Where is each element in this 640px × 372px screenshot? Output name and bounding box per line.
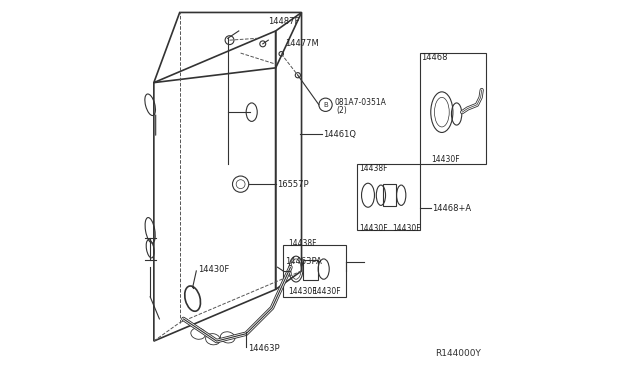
Text: 14430F: 14430F (312, 287, 341, 296)
Text: 14463PA: 14463PA (285, 257, 322, 266)
Text: 14468: 14468 (421, 53, 448, 62)
Text: 14430F: 14430F (359, 224, 387, 233)
Text: 14430F: 14430F (431, 155, 460, 164)
Text: 14430F: 14430F (392, 224, 420, 233)
Text: B: B (323, 102, 328, 108)
Text: 14461Q: 14461Q (323, 130, 356, 139)
Text: 081A7-0351A: 081A7-0351A (334, 99, 386, 108)
Bar (303, 260, 318, 280)
Text: 14487F: 14487F (268, 17, 300, 26)
Text: 16557P: 16557P (277, 180, 308, 189)
Text: R144000Y: R144000Y (435, 350, 481, 359)
Text: 14477M: 14477M (285, 39, 319, 48)
Text: 14438F: 14438F (289, 239, 317, 248)
Circle shape (319, 98, 332, 112)
Bar (383, 184, 396, 206)
Text: (2): (2) (337, 106, 348, 115)
Text: 14430F: 14430F (198, 264, 229, 273)
Text: 14468+A: 14468+A (432, 203, 471, 213)
Text: 14438F: 14438F (359, 164, 387, 173)
Text: 14430F: 14430F (289, 287, 317, 296)
Text: 14463P: 14463P (248, 344, 280, 353)
